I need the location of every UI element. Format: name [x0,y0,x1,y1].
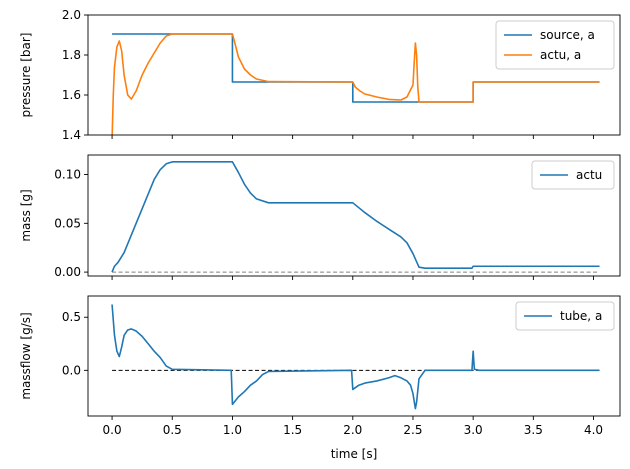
x-tick-label: 1.5 [283,423,302,437]
y-tick-label: 2.0 [62,8,81,22]
axes-frame [87,295,621,417]
series-line-1 [111,304,600,410]
panel-2: 0.00 0.05 0.10 mass [g] actu [19,154,621,280]
y-tick-label: 1.4 [62,128,81,142]
y-tick-label: 1.6 [62,88,81,102]
x-tick-label: 0.5 [163,423,182,437]
y-axis-label: massflow [g/s] [19,312,33,399]
legend-label: tube, a [560,309,602,323]
x-tick-label: 4.0 [584,423,603,437]
legend: source, a actu, a [495,20,615,70]
series-line-1 [111,161,600,273]
legend-box [531,160,615,190]
legend: actu [531,160,615,190]
legend-box [495,20,615,70]
x-tick-label: 1.0 [223,423,242,437]
x-tick-label: 3.5 [524,423,543,437]
legend-label: actu [576,168,602,182]
x-tick-label: 2.5 [403,423,422,437]
axes-frame [87,14,621,136]
panel-3: 0.0 0.5 0.0 0.5 1.0 1.5 2.0 2.5 3.0 3.5 4.0 massflo… [19,295,621,461]
x-tick-label: 0.0 [103,423,122,437]
x-tick-label: 3.0 [464,423,483,437]
y-tick-label: 1.8 [62,48,81,62]
y-tick-label: 0.05 [54,216,81,230]
y-tick-label: 0.5 [62,310,81,324]
legend-box [515,301,615,331]
legend-label: actu, a [540,48,581,62]
x-axis-label: time [s] [331,447,378,461]
y-axis-label: mass [g] [19,189,33,241]
series-line-2 [111,33,600,135]
legend: tube, a [515,301,615,331]
legend-label: source, a [540,28,595,42]
y-axis-label: pressure [bar] [19,33,33,118]
panel-1: 1.4 1.6 1.8 2.0 pressure [bar] source, a actu,… [19,8,621,142]
y-tick-label: 0.10 [54,168,81,182]
y-tick-label: 0.0 [62,363,81,377]
x-tick-label: 2.0 [343,423,362,437]
y-tick-label: 0.00 [54,265,81,279]
axes-frame [87,154,621,277]
